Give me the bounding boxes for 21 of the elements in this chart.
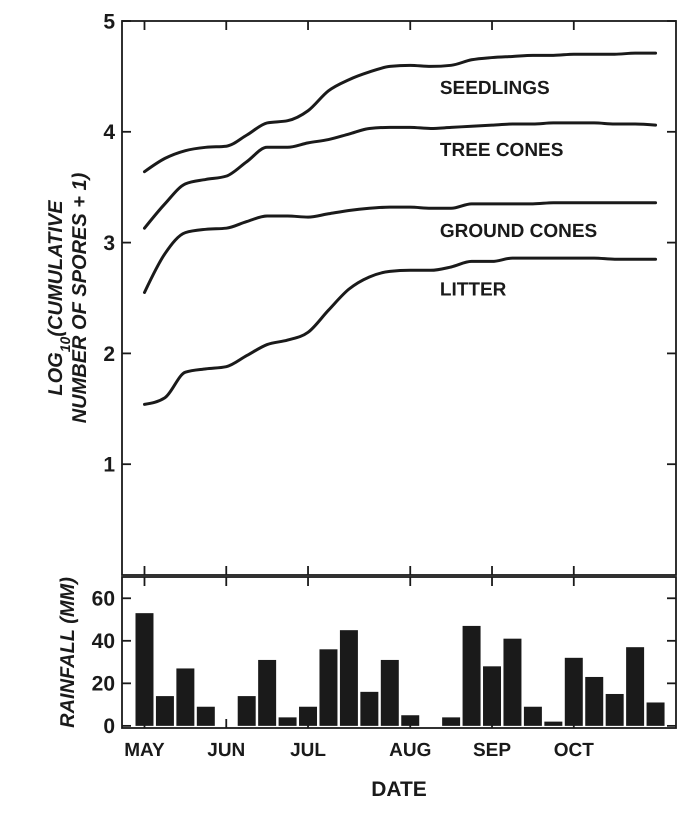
x-tick-label: AUG <box>389 740 432 761</box>
annotation: SEEDLINGS <box>440 78 550 99</box>
x-tick-label: OCT <box>554 740 594 761</box>
x-axis-title: DATE <box>371 778 427 801</box>
y-tick-label: 20 <box>92 672 115 696</box>
y-tick-label: 1 <box>103 454 116 477</box>
annotation: GROUND CONES <box>440 220 598 242</box>
y-axis-title: RAINFALL (MM) <box>57 576 79 728</box>
y-tick-label: 5 <box>103 10 116 34</box>
y-tick-label: 60 <box>92 588 115 611</box>
x-tick-label: JUL <box>290 740 326 761</box>
y-tick-label: 2 <box>103 342 115 366</box>
x-tick-label: MAY <box>124 740 166 761</box>
x-tick-label: JUN <box>207 740 246 761</box>
x-tick-label: SEP <box>473 740 512 761</box>
annotation: TREE CONES <box>440 140 564 162</box>
y-tick-label: 40 <box>92 630 115 654</box>
annotation: LITTER <box>440 280 507 301</box>
y-tick-label: 4 <box>103 121 116 144</box>
y-tick-label: 3 <box>103 232 115 255</box>
y-tick-label: 0 <box>103 715 115 738</box>
